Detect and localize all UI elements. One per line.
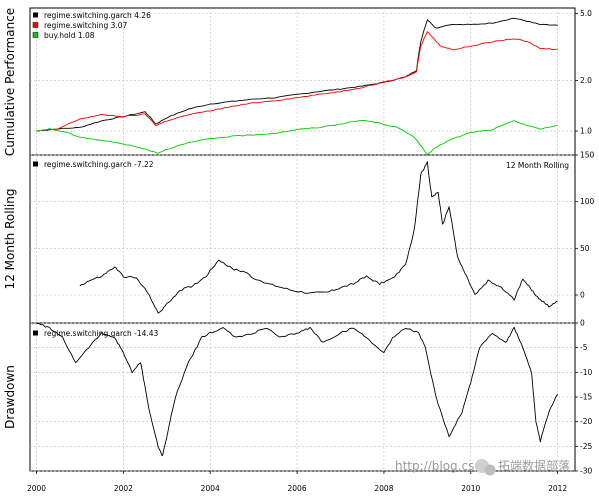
y-ticks: 1.0 2.0 5.0 — [575, 9, 592, 136]
watermark: http://blog.csdn 拓端数据部落 — [395, 458, 570, 476]
legend-swatch-regime-switching-garch — [33, 161, 38, 167]
y-tick-label: -10 — [580, 368, 592, 377]
y-tick-label: 5.0 — [580, 9, 592, 18]
panel-frame — [29, 7, 576, 156]
series-line-buy-hold — [36, 119, 558, 156]
watermark-brand: 拓端数据部落 — [498, 458, 570, 473]
y-ticks: 0 50 100 150 — [575, 151, 595, 300]
legend-swatch-buy-hold — [32, 32, 39, 38]
grid — [30, 154, 575, 323]
panel-title: 12 Month Rolling — [506, 161, 569, 170]
watermark-url: http://blog.csdn — [395, 459, 490, 473]
legend-label-regime-switching: regime.switching 3.07 — [44, 21, 128, 30]
y-tick-label: -15 — [580, 393, 592, 402]
series-lines — [79, 161, 558, 314]
x-tick-label: 2010 — [461, 484, 480, 493]
y-axis-label: Drawdown — [3, 365, 17, 429]
legend: regime.switching.garch -7.22 — [33, 160, 154, 169]
y-tick-label: 150 — [580, 151, 595, 160]
grid — [30, 322, 575, 472]
wechat-logo-icon — [475, 459, 496, 476]
grid — [30, 8, 575, 155]
y-axis-label: Cumulative Performance — [3, 8, 17, 156]
panel-frame — [29, 154, 576, 324]
y-tick-label: 0 — [580, 291, 585, 300]
x-tick-label: 2008 — [374, 484, 393, 493]
x-tick-label: 2004 — [201, 484, 220, 493]
legend-swatch-regime-switching-garch — [33, 330, 38, 336]
y-tick-label: -5 — [580, 343, 588, 352]
legend-label-regime-switching-garch: regime.switching.garch 4.26 — [44, 11, 151, 20]
y-tick-label: 1.0 — [580, 127, 592, 136]
rolling-12-month-panel: 0 50 100 150 12 Month Rolling 12 Month Roll… — [3, 151, 595, 324]
legend-label-regime-switching-garch: regime.switching.garch -7.22 — [44, 160, 154, 169]
y-tick-label: 100 — [580, 197, 595, 206]
y-ticks: 0 -5 -10 -15 -20 -25 -30 — [575, 319, 592, 476]
series-line-regime-switching-garch — [36, 17, 558, 132]
y-tick-label: 0 — [580, 319, 585, 328]
legend: regime.switching.garch -14.43 — [33, 329, 159, 338]
y-tick-label: 50 — [580, 244, 590, 253]
legend-label-buy-hold: buy.hold 1.08 — [44, 31, 95, 40]
x-axis: 2000 2002 2004 2006 2008 2010 2012 — [27, 471, 567, 493]
drawdown-panel: 0 -5 -10 -15 -20 -25 -30 Drawdown regime.switc… — [3, 319, 592, 476]
y-axis-label: 12 Month Rolling — [3, 189, 17, 290]
series-line-regime-switching-garch — [79, 161, 558, 314]
y-tick-label: 2.0 — [580, 76, 592, 85]
legend-swatch-regime-switching-garch — [33, 12, 38, 18]
series-lines — [36, 17, 558, 156]
y-tick-label: -25 — [580, 442, 592, 451]
legend-swatch-regime-switching — [32, 22, 39, 28]
series-lines — [36, 322, 558, 456]
x-tick-label: 2000 — [27, 484, 46, 493]
y-tick-label: -30 — [580, 467, 592, 476]
x-tick-label: 2002 — [114, 484, 133, 493]
series-line-regime-switching — [36, 31, 558, 132]
legend-label-regime-switching-garch: regime.switching.garch -14.43 — [44, 329, 159, 338]
legend: regime.switching.garch 4.26 regime.switc… — [32, 11, 151, 40]
x-tick-label: 2006 — [288, 484, 307, 493]
series-line-regime-switching-garch — [36, 322, 558, 456]
cumulative-performance-panel: 1.0 2.0 5.0 Cumulative Performance regime.… — [3, 7, 592, 156]
x-tick-label: 2012 — [548, 484, 567, 493]
y-tick-label: -20 — [580, 417, 592, 426]
